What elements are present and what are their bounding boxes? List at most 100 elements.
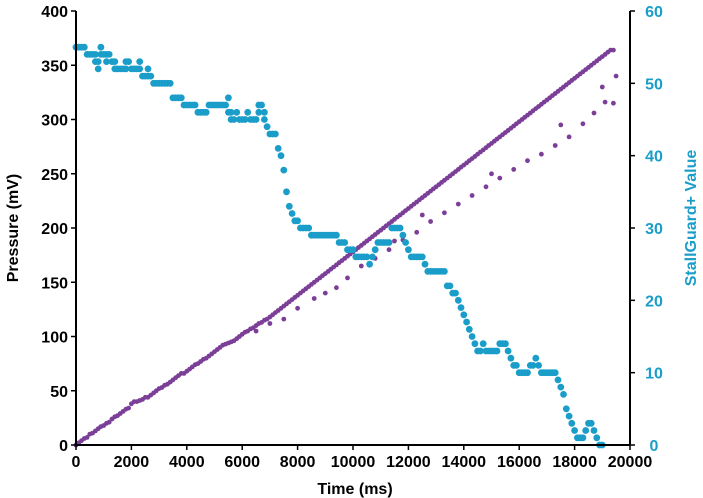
x-tick-label: 18000 [552,454,597,471]
x-tick-label: 20000 [608,454,653,471]
pressure-point [392,238,397,244]
stallguard-point [468,333,476,340]
y-tick-label: 150 [41,275,68,292]
stallguard-point [532,354,540,362]
stallguard-point [241,116,249,123]
stallguard-point [507,354,515,362]
stallguard-point [402,239,409,246]
pressure-point [322,290,328,296]
pressure-point [281,316,287,322]
stallguard-point [371,246,379,254]
x-tick-label: 0 [72,454,81,471]
stallguard-point [80,43,88,51]
stallguard-point [244,108,252,116]
stallguard-point [554,376,562,384]
pressure-point [469,193,475,198]
stallguard-point [230,116,238,123]
stallguard-point [465,325,473,333]
stallguard-point [222,101,230,109]
stallguard-point [421,260,429,268]
stallguard-point [504,347,512,355]
stallguard-point [97,43,105,51]
pressure-point [84,435,90,440]
stallguard-point [233,108,241,116]
y2-tick-label: 30 [645,221,663,238]
stallguard-point [92,51,99,58]
stallguard-point [513,362,520,369]
stallguard-point [111,58,119,65]
stallguard-point [274,145,282,152]
stallguard-point [418,253,426,261]
stallguard-point [105,51,113,58]
stallguard-point [396,224,404,232]
stallguard-point [177,94,185,102]
stallguard-point [477,347,484,355]
pressure-point [334,285,339,291]
pressure-point [602,99,608,105]
stallguard-point [568,419,576,427]
stallguard-point [441,268,448,275]
stallguard-series [72,43,606,449]
y-tick-label: 300 [41,113,68,130]
pressure-point [613,73,619,79]
stallguard-point [227,108,235,116]
stallguard-point [252,116,260,123]
stallguard-point [493,347,501,355]
stallguard-point [460,311,468,319]
y-axis-title: Pressure (mV) [5,174,22,283]
stallguard-point [446,282,454,290]
y2-tick-label: 10 [645,366,663,383]
x-tick-label: 14000 [442,454,487,471]
stallguard-point [202,108,210,116]
stallguard-point [280,166,288,174]
stallguard-point [333,231,340,239]
axes: 0 2000 4000 6000 8000 10000 12000 14000 16000 180… [41,4,663,471]
stallguard-point [94,65,102,73]
stallguard-point [263,123,271,131]
pressure-point [414,229,420,235]
stallguard-point [479,340,487,348]
y-tick-label: 50 [50,384,68,401]
pressure-point [442,210,447,216]
x-tick-label: 8000 [280,454,316,471]
stallguard-point [166,79,174,87]
stallguard-point [366,260,373,268]
y2-tick-label: 20 [645,293,663,310]
pressure-point [428,219,433,224]
y2-tick-label: 60 [645,4,663,21]
y-tick-label: 100 [41,330,68,347]
x-tick-label: 10000 [331,454,376,471]
stallguard-point [136,58,144,65]
stallguard-point [261,108,268,116]
stallguard-point [103,58,110,65]
pressure-point [497,175,503,181]
pressure-point [558,122,564,128]
y-tick-label: 0 [59,438,68,455]
pressure-point [345,275,350,281]
y-tick-label: 250 [41,167,68,184]
pressure-point [253,328,259,334]
stallguard-point [385,239,393,246]
stallguard-point [535,362,542,369]
stallguard-point [258,101,265,109]
pressure-point [419,212,425,218]
y2-tick-label: 40 [645,149,663,166]
stallguard-point [272,130,279,138]
pressure-point [552,143,558,148]
stallguard-point [125,58,132,65]
pressure-point [295,305,300,311]
pressure-point [611,47,616,53]
pressure-point [455,201,461,207]
pressure-point [311,296,317,301]
pressure-point [566,134,572,140]
stallguard-point [94,58,102,65]
y-tick-label: 400 [41,4,68,21]
stallguard-point [225,94,232,102]
stallguard-point [136,65,144,73]
stallguard-point [524,369,531,377]
x-tick-label: 16000 [497,454,542,471]
pressure-point [539,151,544,157]
x-tick-label: 6000 [224,454,260,471]
x-tick-label: 4000 [169,454,205,471]
stallguard-point [255,108,263,116]
